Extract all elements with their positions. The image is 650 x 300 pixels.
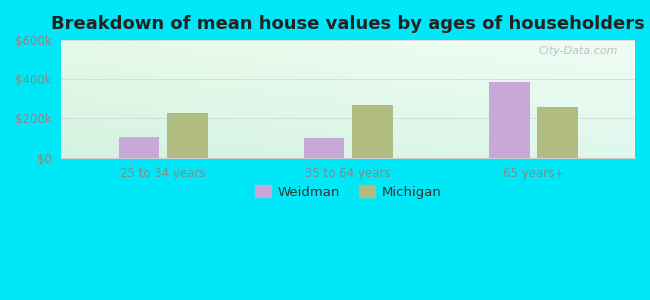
Bar [304, 138, 344, 158]
Bar [352, 105, 393, 158]
Title: Breakdown of mean house values by ages of householders: Breakdown of mean house values by ages o… [51, 15, 645, 33]
Bar [167, 113, 207, 158]
Legend: Weidman, Michigan: Weidman, Michigan [250, 180, 447, 204]
Bar [537, 107, 578, 158]
Bar [489, 82, 530, 158]
Bar [119, 137, 159, 158]
Text: City-Data.com: City-Data.com [538, 46, 617, 56]
